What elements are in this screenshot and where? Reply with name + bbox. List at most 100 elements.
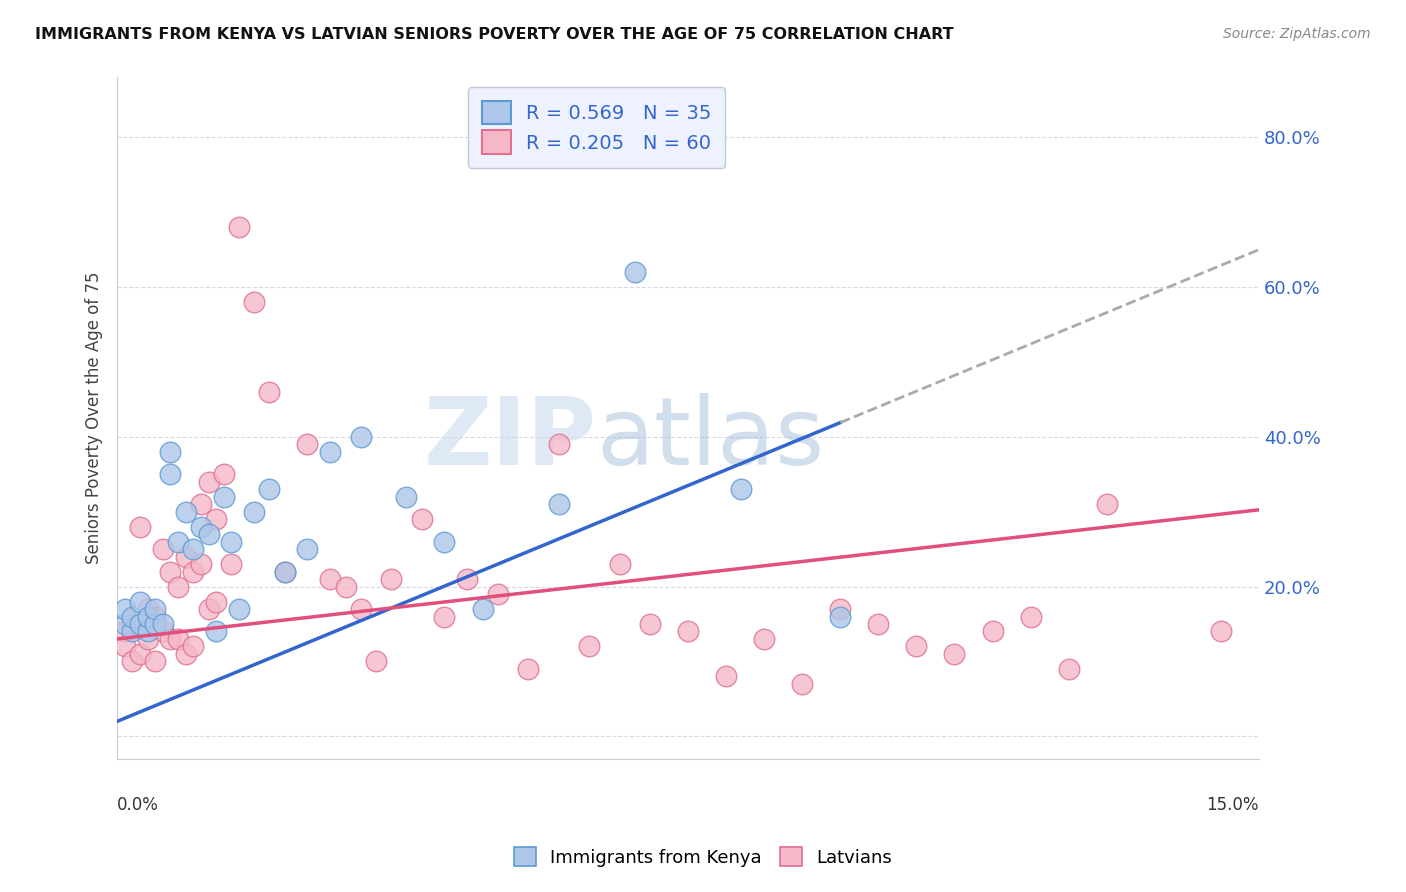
Point (143, 602, 166, 616)
Point (129, 647, 152, 661)
Point (547, 437, 569, 451)
Point (197, 527, 219, 541)
Point (297, 542, 319, 557)
Point (136, 632, 159, 646)
Point (152, 617, 174, 632)
Point (143, 609, 166, 624)
Text: 15.0%: 15.0% (1206, 797, 1258, 814)
Point (228, 220, 250, 235)
Point (190, 497, 212, 511)
Y-axis label: Seniors Poverty Over the Age of 75: Seniors Poverty Over the Age of 75 (86, 272, 103, 565)
Point (121, 609, 143, 624)
Point (159, 445, 181, 459)
Point (228, 602, 250, 616)
Point (364, 655, 387, 669)
Point (121, 617, 143, 632)
Point (167, 580, 190, 594)
Point (319, 445, 342, 459)
Point (143, 617, 166, 632)
Point (335, 580, 357, 594)
Point (517, 662, 540, 676)
Text: atlas: atlas (596, 392, 825, 484)
Point (676, 624, 699, 639)
Point (136, 602, 159, 616)
Point (730, 482, 752, 496)
Point (205, 594, 228, 608)
Text: ZIP: ZIP (423, 392, 596, 484)
Text: Source: ZipAtlas.com: Source: ZipAtlas.com (1223, 27, 1371, 41)
Point (190, 557, 212, 571)
Point (174, 505, 197, 519)
Point (136, 609, 159, 624)
Point (212, 490, 235, 504)
Point (152, 624, 174, 639)
Point (197, 602, 219, 616)
Point (471, 602, 494, 616)
Point (205, 624, 228, 639)
Point (181, 542, 204, 557)
Point (174, 647, 197, 661)
Point (395, 490, 418, 504)
Point (830, 602, 852, 616)
Point (319, 572, 342, 586)
Point (714, 669, 737, 683)
Point (159, 632, 181, 646)
Point (114, 624, 136, 639)
Point (411, 512, 433, 526)
Text: IMMIGRANTS FROM KENYA VS LATVIAN SENIORS POVERTY OVER THE AGE OF 75 CORRELATION : IMMIGRANTS FROM KENYA VS LATVIAN SENIORS… (35, 27, 953, 42)
Point (981, 624, 1004, 639)
Point (114, 617, 136, 632)
Point (830, 609, 852, 624)
Point (129, 519, 152, 533)
Point (1019, 609, 1042, 624)
Point (129, 617, 152, 632)
Point (609, 557, 631, 571)
Legend: R = 0.569   N = 35, R = 0.205   N = 60: R = 0.569 N = 35, R = 0.205 N = 60 (468, 87, 725, 168)
Point (114, 640, 136, 654)
Point (114, 602, 136, 616)
Point (121, 624, 143, 639)
Point (273, 565, 295, 579)
Point (297, 437, 319, 451)
Point (136, 624, 159, 639)
Point (905, 640, 928, 654)
Point (259, 482, 281, 496)
Point (152, 542, 174, 557)
Point (623, 265, 645, 279)
Point (943, 647, 966, 661)
Point (1057, 662, 1080, 676)
Point (167, 534, 190, 549)
Point (1095, 497, 1118, 511)
Point (197, 475, 219, 489)
Point (181, 565, 204, 579)
Point (174, 549, 197, 564)
Text: 0.0%: 0.0% (117, 797, 159, 814)
Point (578, 640, 600, 654)
Point (221, 557, 243, 571)
Point (167, 632, 190, 646)
Point (433, 609, 456, 624)
Legend: Immigrants from Kenya, Latvians: Immigrants from Kenya, Latvians (508, 840, 898, 874)
Point (159, 467, 181, 482)
Point (547, 497, 569, 511)
Point (205, 512, 228, 526)
Point (868, 617, 890, 632)
Point (273, 565, 295, 579)
Point (259, 384, 281, 399)
Point (792, 677, 814, 691)
Point (129, 594, 152, 608)
Point (486, 587, 509, 601)
Point (456, 572, 478, 586)
Point (380, 572, 402, 586)
Point (1209, 624, 1232, 639)
Point (350, 602, 373, 616)
Point (638, 617, 661, 632)
Point (190, 519, 212, 533)
Point (221, 534, 243, 549)
Point (243, 295, 266, 310)
Point (159, 565, 181, 579)
Point (243, 505, 266, 519)
Point (212, 467, 235, 482)
Point (121, 655, 143, 669)
Point (350, 430, 373, 444)
